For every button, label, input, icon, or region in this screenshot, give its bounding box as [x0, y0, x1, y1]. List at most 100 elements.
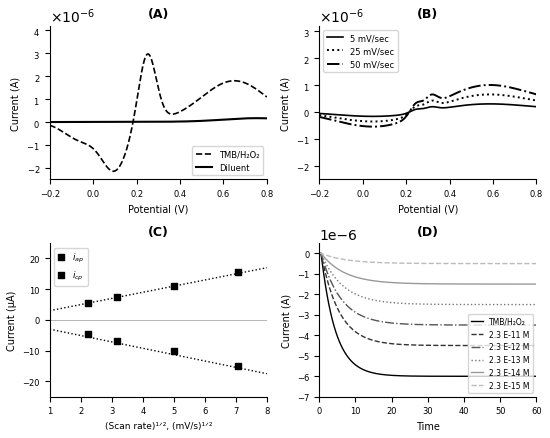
$i_{ap}$ [234, 269, 243, 276]
50 mV/sec [533, 92, 540, 98]
TMB/H₂O₂ [177, 110, 183, 115]
2.3 E-15 M [528, 261, 535, 267]
TMB/H₂O₂ [263, 95, 270, 100]
25 mV/sec [529, 98, 535, 103]
Line: 2.3 E-13 M: 2.3 E-13 M [319, 254, 536, 305]
TMB/H₂O₂ [420, 374, 427, 379]
TMB/H₂O₂ [110, 169, 117, 174]
2.3 E-11 M [445, 343, 452, 348]
2.3 E-14 M [316, 251, 322, 256]
2.3 E-11 M [494, 343, 501, 348]
TMB/H₂O₂ [259, 92, 266, 97]
5 mV/sec [446, 106, 452, 111]
TMB/H₂O₂ [445, 374, 452, 379]
2.3 E-12 M [528, 323, 535, 328]
Line: 5 mV/sec: 5 mV/sec [319, 105, 536, 117]
$i_{cp}$ [234, 363, 243, 370]
50 mV/sec [316, 115, 322, 120]
2.3 E-15 M [420, 261, 427, 266]
25 mV/sec [316, 113, 322, 119]
2.3 E-11 M [528, 343, 535, 348]
2.3 E-12 M [433, 322, 440, 328]
Line: TMB/H₂O₂: TMB/H₂O₂ [319, 254, 536, 376]
25 mV/sec [487, 92, 493, 98]
5 mV/sec [487, 102, 493, 107]
Line: 2.3 E-14 M: 2.3 E-14 M [319, 254, 536, 284]
TMB/H₂O₂ [528, 374, 535, 379]
2.3 E-12 M [494, 323, 501, 328]
2.3 E-15 M [419, 261, 426, 266]
$i_{ap}$ [84, 300, 92, 307]
2.3 E-14 M [420, 282, 427, 287]
2.3 E-14 M [528, 282, 535, 287]
5 mV/sec [434, 106, 441, 111]
Diluent [175, 120, 182, 125]
25 mV/sec [533, 99, 540, 104]
5 mV/sec [529, 105, 535, 110]
5 mV/sec [533, 105, 540, 110]
Legend: TMB/H₂O₂, Diluent: TMB/H₂O₂, Diluent [192, 147, 263, 176]
50 mV/sec [420, 99, 426, 104]
Title: (C): (C) [148, 225, 169, 238]
Title: (D): (D) [417, 225, 439, 238]
2.3 E-12 M [420, 322, 427, 328]
TMB/H₂O₂ [46, 123, 53, 128]
50 mV/sec [370, 125, 376, 130]
Legend: TMB/H₂O₂, 2.3 E-11 M, 2.3 E-12 M, 2.3 E-13 M, 2.3 E-14 M, 2.3 E-15 M: TMB/H₂O₂, 2.3 E-11 M, 2.3 E-12 M, 2.3 E-… [469, 314, 532, 393]
TMB/H₂O₂ [433, 374, 440, 379]
Y-axis label: Current (A): Current (A) [282, 293, 292, 347]
2.3 E-13 M [433, 302, 440, 307]
50 mV/sec [495, 84, 502, 89]
$i_{ap}$ [112, 294, 121, 301]
2.3 E-11 M [419, 343, 426, 348]
2.3 E-13 M [445, 302, 452, 307]
5 mV/sec [421, 106, 427, 112]
Diluent [263, 117, 270, 122]
TMB/H₂O₂ [152, 71, 158, 77]
Line: 2.3 E-12 M: 2.3 E-12 M [319, 254, 536, 325]
5 mV/sec [420, 107, 426, 112]
TMB/H₂O₂ [145, 52, 151, 57]
2.3 E-13 M [419, 302, 426, 307]
X-axis label: Potential (V): Potential (V) [398, 204, 458, 214]
2.3 E-14 M [445, 282, 452, 287]
Diluent [164, 120, 170, 125]
Y-axis label: Current (μA): Current (μA) [7, 290, 17, 350]
2.3 E-14 M [494, 282, 501, 287]
2.3 E-15 M [445, 261, 452, 267]
Line: 50 mV/sec: 50 mV/sec [319, 86, 536, 127]
2.3 E-13 M [494, 302, 501, 307]
25 mV/sec [420, 103, 426, 108]
Line: TMB/H₂O₂: TMB/H₂O₂ [50, 55, 267, 172]
X-axis label: Potential (V): Potential (V) [128, 204, 189, 214]
Y-axis label: Current (A): Current (A) [280, 76, 290, 131]
2.3 E-15 M [316, 251, 322, 256]
25 mV/sec [370, 120, 376, 125]
50 mV/sec [529, 92, 535, 97]
Legend: 5 mV/sec, 25 mV/sec, 50 mV/sec: 5 mV/sec, 25 mV/sec, 50 mV/sec [323, 31, 398, 73]
25 mV/sec [446, 100, 452, 105]
2.3 E-11 M [533, 343, 540, 348]
2.3 E-11 M [316, 251, 322, 256]
2.3 E-13 M [528, 302, 535, 307]
TMB/H₂O₂ [494, 374, 501, 379]
Line: 25 mV/sec: 25 mV/sec [319, 95, 536, 122]
50 mV/sec [446, 95, 452, 100]
TMB/H₂O₂ [419, 374, 426, 379]
2.3 E-12 M [533, 323, 540, 328]
Diluent [259, 117, 266, 122]
2.3 E-12 M [419, 322, 426, 328]
$i_{cp}$ [84, 331, 92, 338]
TMB/H₂O₂ [316, 251, 322, 256]
Line: Diluent: Diluent [50, 119, 267, 123]
2.3 E-13 M [420, 302, 427, 307]
Line: 2.3 E-15 M: 2.3 E-15 M [319, 254, 536, 264]
Line: 2.3 E-11 M: 2.3 E-11 M [319, 254, 536, 346]
25 mV/sec [434, 100, 441, 105]
50 mV/sec [434, 95, 441, 100]
2.3 E-14 M [433, 282, 440, 287]
TMB/H₂O₂ [533, 374, 540, 379]
Legend: $i_{ap}$, $i_{cp}$: $i_{ap}$, $i_{cp}$ [54, 248, 88, 286]
Diluent [254, 116, 260, 121]
2.3 E-13 M [316, 251, 322, 256]
